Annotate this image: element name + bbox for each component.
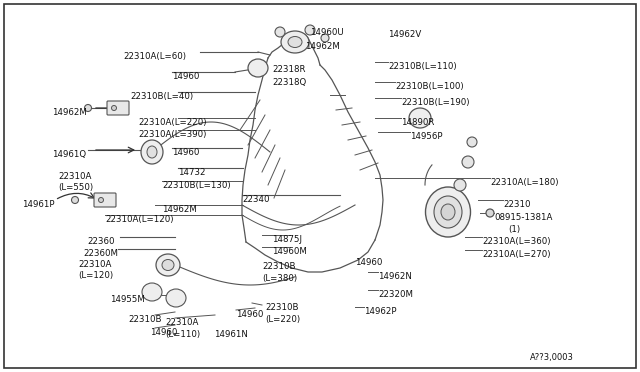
Text: 22310A(L=390): 22310A(L=390) (138, 130, 206, 139)
Text: (L=550): (L=550) (58, 183, 93, 192)
Ellipse shape (248, 59, 268, 77)
Text: 22318R: 22318R (272, 65, 305, 74)
Ellipse shape (275, 27, 285, 37)
Text: 22310B(L=190): 22310B(L=190) (401, 98, 470, 107)
Text: 14960: 14960 (355, 258, 382, 267)
Text: 08915-1381A: 08915-1381A (494, 213, 552, 222)
Text: 14960: 14960 (172, 148, 200, 157)
Ellipse shape (156, 254, 180, 276)
Text: 22310A(L=120): 22310A(L=120) (105, 215, 173, 224)
Text: 22310B(L=40): 22310B(L=40) (130, 92, 193, 101)
Text: 14962V: 14962V (388, 30, 421, 39)
Text: (L=380): (L=380) (262, 274, 297, 283)
Ellipse shape (426, 187, 470, 237)
FancyBboxPatch shape (94, 193, 116, 207)
Text: 14962M: 14962M (162, 205, 197, 214)
Text: 22360M: 22360M (83, 249, 118, 258)
Text: (L=110): (L=110) (165, 330, 200, 339)
Ellipse shape (99, 198, 104, 202)
Text: 14960: 14960 (150, 328, 177, 337)
Text: 22320M: 22320M (378, 290, 413, 299)
Text: 22310A: 22310A (78, 260, 111, 269)
Ellipse shape (166, 289, 186, 307)
Ellipse shape (486, 209, 494, 217)
Ellipse shape (409, 108, 431, 128)
Text: 22310B: 22310B (262, 262, 296, 271)
Text: 22310B(L=130): 22310B(L=130) (162, 181, 230, 190)
Text: 14962M: 14962M (52, 108, 87, 117)
Text: 22310A(L=270): 22310A(L=270) (482, 250, 550, 259)
Text: 14960: 14960 (172, 72, 200, 81)
Ellipse shape (441, 204, 455, 220)
Text: 14961P: 14961P (22, 200, 54, 209)
Text: 22310: 22310 (503, 200, 531, 209)
Text: 22310B(L=110): 22310B(L=110) (388, 62, 456, 71)
Ellipse shape (288, 36, 302, 48)
Text: A??3,0003: A??3,0003 (530, 353, 574, 362)
Text: 22310B: 22310B (128, 315, 161, 324)
Text: 14961N: 14961N (214, 330, 248, 339)
Text: (1): (1) (508, 225, 520, 234)
Ellipse shape (434, 196, 462, 228)
Ellipse shape (454, 179, 466, 191)
Text: 22310A(L=360): 22310A(L=360) (482, 237, 550, 246)
Text: 14961Q: 14961Q (52, 150, 86, 159)
Ellipse shape (84, 105, 92, 112)
Ellipse shape (305, 25, 315, 35)
Text: 14955M: 14955M (110, 295, 145, 304)
Text: 22310B(L=100): 22310B(L=100) (395, 82, 463, 91)
Ellipse shape (162, 260, 174, 270)
Text: 22360: 22360 (87, 237, 115, 246)
Text: 14962P: 14962P (364, 307, 397, 316)
Text: 22310B: 22310B (265, 303, 298, 312)
Text: 22310A(L=60): 22310A(L=60) (123, 52, 186, 61)
Text: (L=120): (L=120) (78, 271, 113, 280)
Text: 22310A: 22310A (58, 172, 92, 181)
Ellipse shape (141, 140, 163, 164)
Ellipse shape (467, 137, 477, 147)
Ellipse shape (281, 31, 309, 53)
Text: (L=220): (L=220) (265, 315, 300, 324)
FancyBboxPatch shape (107, 101, 129, 115)
Ellipse shape (72, 196, 79, 203)
Text: 22340: 22340 (242, 195, 269, 204)
Text: 14956P: 14956P (410, 132, 442, 141)
Text: 22318Q: 22318Q (272, 78, 307, 87)
Text: 14960M: 14960M (272, 247, 307, 256)
Ellipse shape (111, 106, 116, 110)
Ellipse shape (321, 34, 329, 42)
Text: 14732: 14732 (178, 168, 205, 177)
Text: 22310A(L=180): 22310A(L=180) (490, 178, 559, 187)
Ellipse shape (147, 146, 157, 158)
Text: 14875J: 14875J (272, 235, 302, 244)
Text: 14960: 14960 (236, 310, 264, 319)
Text: 14962N: 14962N (378, 272, 412, 281)
Text: 14890R: 14890R (401, 118, 435, 127)
Text: 22310A(L=220): 22310A(L=220) (138, 118, 207, 127)
Ellipse shape (142, 283, 162, 301)
Text: 14960U: 14960U (310, 28, 344, 37)
Text: 14962M: 14962M (305, 42, 340, 51)
Ellipse shape (462, 156, 474, 168)
Text: 22310A: 22310A (165, 318, 198, 327)
